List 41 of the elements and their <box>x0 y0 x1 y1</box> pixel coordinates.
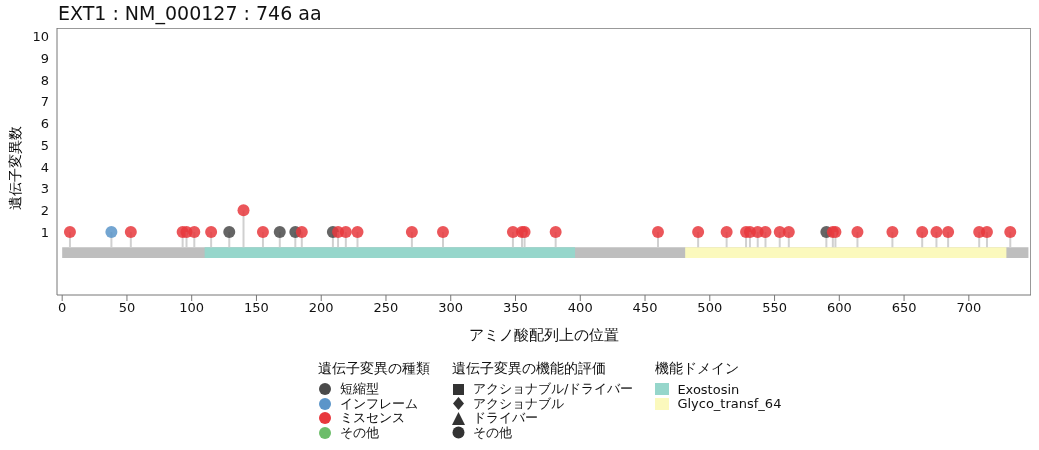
y-tick-label: 7 <box>40 94 49 110</box>
legend-title: 遺伝子変異の種類 <box>318 360 430 378</box>
y-tick-label: 6 <box>40 116 49 132</box>
x-tick-label: 600 <box>826 300 852 316</box>
y-tick-label: 8 <box>40 72 49 88</box>
x-tick-label: 650 <box>891 300 917 316</box>
x-tick-label: 400 <box>567 300 593 316</box>
legend-label: Exostosin <box>677 381 740 397</box>
y-tick-label: 3 <box>40 181 49 197</box>
y-tick-label: 1 <box>40 224 49 240</box>
x-tick-label: 150 <box>244 300 269 316</box>
y-tick-label: 10 <box>32 29 49 45</box>
x-axis-title: アミノ酸配列上の位置 <box>468 326 620 345</box>
x-tick-label: 300 <box>438 300 464 316</box>
legend-label: その他 <box>340 424 379 442</box>
x-tick-label: 200 <box>308 300 334 316</box>
legend-label: Glyco_transf_64 <box>677 396 782 412</box>
x-tick-label: 100 <box>179 300 205 316</box>
text: アクショナブル/ドライバー <box>473 380 634 397</box>
x-tick-label: 350 <box>503 300 528 316</box>
x-tick-label: 50 <box>118 300 136 316</box>
y-tick-label: 4 <box>40 159 49 175</box>
x-tick-label: 500 <box>697 300 723 316</box>
x-tick-label: 0 <box>58 300 67 316</box>
legend-label: 短縮型 <box>340 380 379 398</box>
legend-label: インフレーム <box>340 395 418 413</box>
text: ドライバー <box>473 410 538 426</box>
y-tick-label: 2 <box>40 202 49 218</box>
text: 遺伝子変異の機能的評価 <box>452 360 607 378</box>
y-tick-label: 9 <box>40 51 49 67</box>
text: その他 <box>473 424 512 442</box>
x-tick-label: 700 <box>956 300 982 316</box>
y-tick-label: 5 <box>40 137 49 153</box>
x-tick-label: 450 <box>632 300 658 316</box>
chart-title: EXT1 : NM_000127 : 746 aa <box>58 2 322 24</box>
text: 機能ドメイン <box>655 360 741 378</box>
y-axis-title: 遺伝子変異数 <box>7 126 24 210</box>
x-tick-label: 550 <box>762 300 787 316</box>
legend-label: ミスセンス <box>340 410 405 426</box>
x-tick-label: 250 <box>373 300 399 316</box>
text: アクショナブル <box>473 395 564 412</box>
